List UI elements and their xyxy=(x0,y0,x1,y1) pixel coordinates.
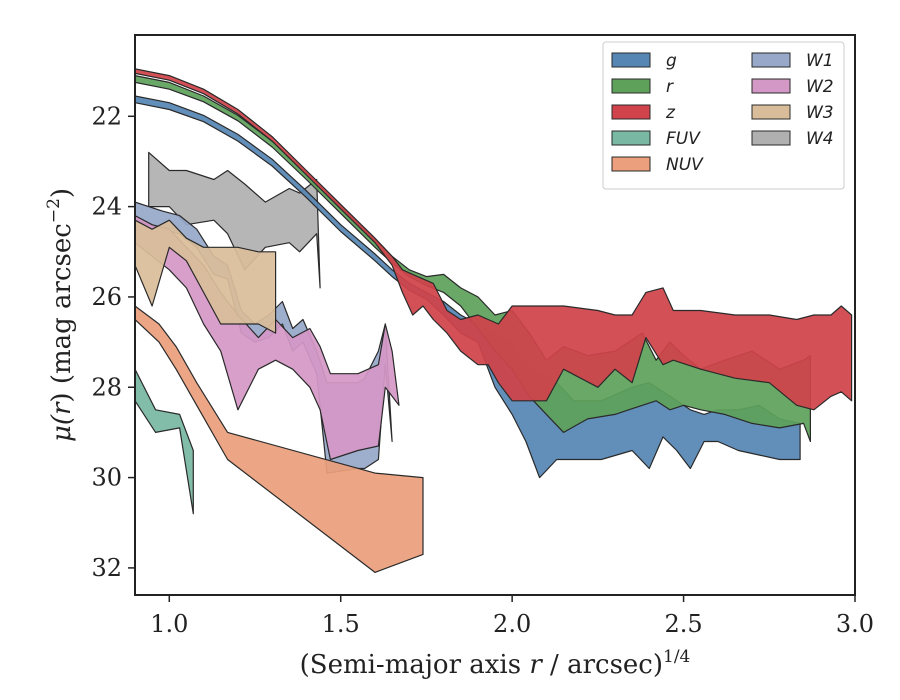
legend-swatch xyxy=(751,78,791,94)
legend-label: r xyxy=(666,77,674,97)
x-tick-label: 1.0 xyxy=(150,610,188,638)
legend-swatch xyxy=(611,156,651,172)
y-axis-title: μ(r) (mag arcsec−2) xyxy=(44,188,77,442)
y-tick-label: 32 xyxy=(91,554,122,582)
legend-swatch xyxy=(751,52,791,68)
legend-label: W3 xyxy=(806,103,834,123)
x-tick-label: 2.0 xyxy=(493,610,531,638)
legend-label: NUV xyxy=(666,155,704,175)
y-tick-label: 24 xyxy=(91,193,122,221)
legend-item-nuv: NUV xyxy=(611,155,704,175)
band-nuv xyxy=(135,305,424,574)
legend-item-g: g xyxy=(611,51,677,71)
x-axis-title: (Semi-major axis r / arcsec)1/4 xyxy=(300,647,691,680)
x-tick-label: 1.5 xyxy=(322,610,360,638)
legend-swatch xyxy=(611,52,651,68)
plot-area xyxy=(135,68,853,574)
y-tick-label: 26 xyxy=(91,283,122,311)
band-w4 xyxy=(148,151,321,289)
legend: grz FUV NUV W1 W2 W3 W4 xyxy=(602,41,845,190)
legend-item-fuv: FUV xyxy=(611,129,701,149)
legend-swatch xyxy=(751,104,791,120)
legend-swatch xyxy=(611,78,651,94)
legend-item-w2: W2 xyxy=(751,77,834,97)
y-axis: 22 24 26 28 30 32 xyxy=(91,102,135,582)
legend-label: z xyxy=(665,103,676,123)
legend-swatch xyxy=(611,104,651,120)
legend-label: W2 xyxy=(806,77,834,97)
legend-item-w1: W1 xyxy=(751,51,834,71)
legend-item-w4: W4 xyxy=(751,129,834,149)
legend-swatch xyxy=(611,130,651,146)
band-z xyxy=(135,68,853,411)
legend-label: g xyxy=(666,51,677,71)
legend-label: W4 xyxy=(806,129,834,149)
legend-swatch xyxy=(751,130,791,146)
y-tick-label: 30 xyxy=(91,464,122,492)
band-fuv xyxy=(135,368,194,515)
y-tick-label: 22 xyxy=(91,102,122,130)
legend-item-r: r xyxy=(611,77,674,97)
x-tick-label: 2.5 xyxy=(664,610,702,638)
y-tick-label: 28 xyxy=(91,373,122,401)
legend-label: W1 xyxy=(806,51,834,71)
legend-item-z: z xyxy=(611,103,676,123)
x-tick-label: 3.0 xyxy=(836,610,874,638)
legend-item-w3: W3 xyxy=(751,103,834,123)
x-axis: 1.0 1.5 2.0 2.5 3.0 xyxy=(150,595,874,638)
legend-label: FUV xyxy=(666,129,701,149)
band-w3 xyxy=(135,219,277,334)
axes-frame xyxy=(134,34,856,596)
